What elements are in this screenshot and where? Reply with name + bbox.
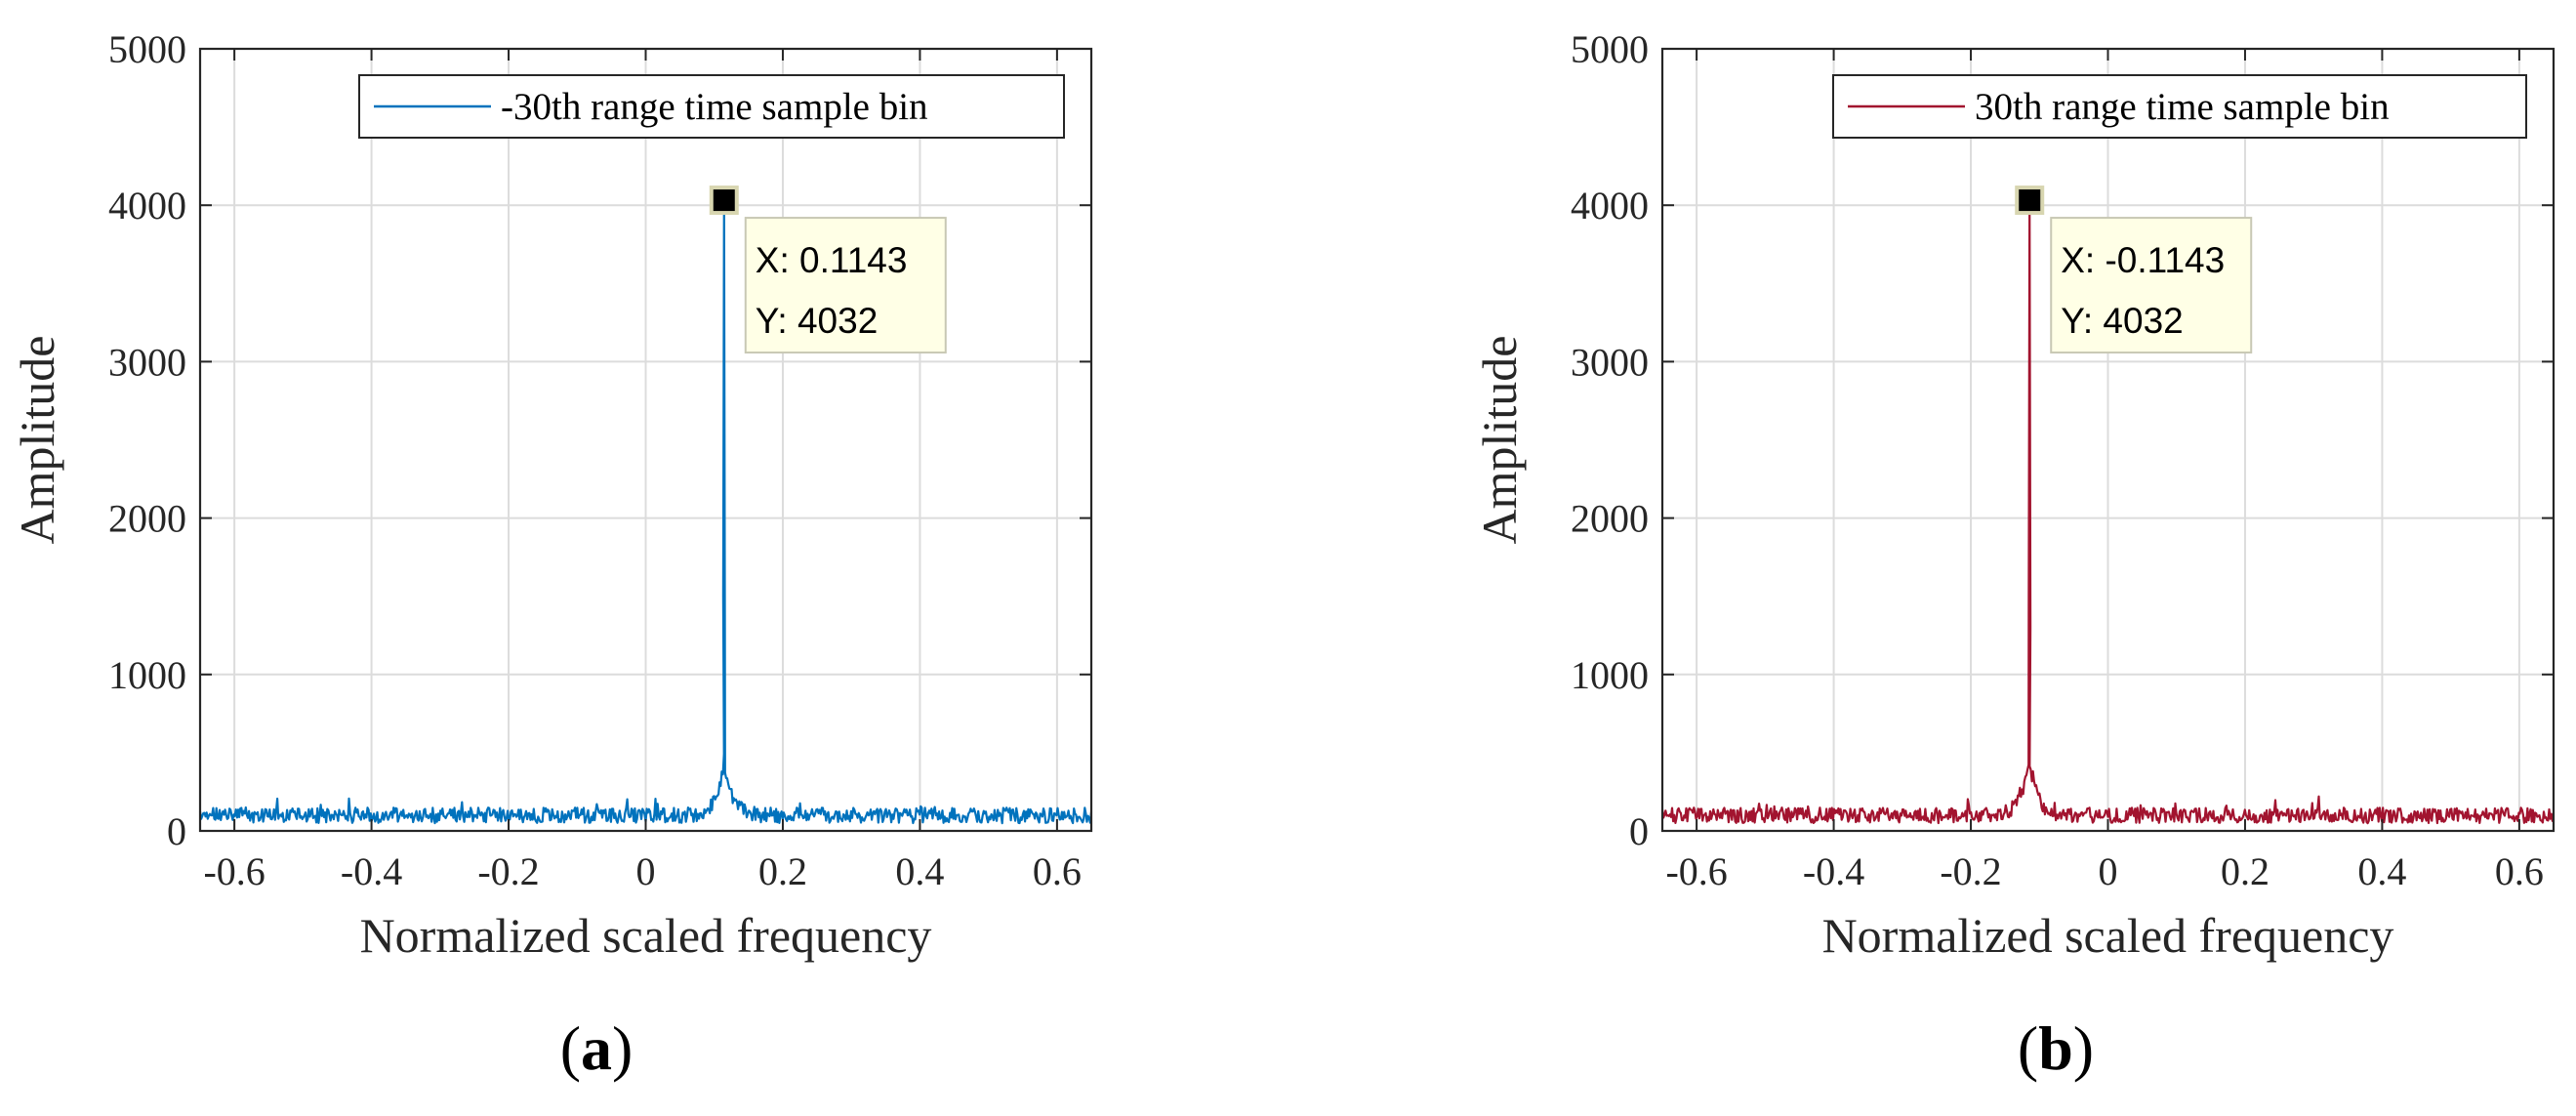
y-tick-label-a-4: 4000 <box>108 184 186 227</box>
legend-label-a: -30th range time sample bin <box>501 86 928 128</box>
datatip-y-a: Y: 4032 <box>756 301 879 341</box>
series-line-b <box>1660 199 2556 825</box>
y-tick-label-a-5: 5000 <box>108 27 186 71</box>
x-tick-label-a-0: -0.6 <box>203 849 265 893</box>
datatip-x-a: X: 0.1143 <box>756 240 908 280</box>
caption-b-letter: b <box>2038 1013 2073 1083</box>
legend-label-b: 30th range time sample bin <box>1975 86 2390 128</box>
legend-a: -30th range time sample bin <box>358 74 1065 139</box>
y-tick-label-b-5: 5000 <box>1571 27 1649 71</box>
datatip-a: X: 0.1143 Y: 4032 <box>709 186 947 354</box>
x-tick-label-b-1: -0.4 <box>1803 849 1864 893</box>
datatip-box-b <box>2050 217 2253 354</box>
ticks-a: -0.6 -0.4 -0.2 0 0.2 0.4 0.6 0 1000 2000 3000 4000 5… <box>108 27 1091 893</box>
caption-a-open: ( <box>560 1013 581 1083</box>
y-tick-label-a-0: 0 <box>167 809 186 853</box>
x-tick-label-a-3: 0 <box>636 849 656 893</box>
y-axis-label-a: Amplitude <box>10 336 64 545</box>
x-axis-label-b: Normalized scaled frequency <box>1822 908 2394 963</box>
caption-b: (b) <box>2018 1013 2094 1083</box>
y-tick-label-b-2: 2000 <box>1571 497 1649 541</box>
y-tick-label-b-3: 3000 <box>1571 340 1649 384</box>
panel-a: -0.6 -0.4 -0.2 0 0.2 0.4 0.6 0 1000 2000 3000 4000 5… <box>10 27 1093 1083</box>
datatip-x-b: X: -0.1143 <box>2061 240 2225 280</box>
x-tick-label-b-2: -0.2 <box>1940 849 2001 893</box>
caption-a: (a) <box>560 1013 634 1083</box>
x-tick-label-a-6: 0.6 <box>1033 849 1082 893</box>
x-tick-label-b-5: 0.4 <box>2357 849 2406 893</box>
x-tick-label-b-0: -0.6 <box>1665 849 1727 893</box>
x-axis-label-a: Normalized scaled frequency <box>360 908 932 963</box>
series-line-a <box>198 199 1093 825</box>
y-tick-label-b-0: 0 <box>1629 809 1649 853</box>
legend-b: 30th range time sample bin <box>1832 74 2527 139</box>
caption-b-open: ( <box>2018 1013 2038 1083</box>
x-tick-label-b-4: 0.2 <box>2221 849 2269 893</box>
datatip-marker-b <box>2015 186 2045 216</box>
x-tick-label-b-3: 0 <box>2099 849 2118 893</box>
panel-b: -0.6 -0.4 -0.2 0 0.2 0.4 0.6 0 1000 2000 3000 4000 5… <box>1472 27 2556 1083</box>
y-tick-label-b-1: 1000 <box>1571 653 1649 697</box>
y-tick-label-a-3: 3000 <box>108 340 186 384</box>
datatip-y-b: Y: 4032 <box>2061 301 2184 341</box>
datatip-marker-a <box>709 186 739 216</box>
caption-a-letter: a <box>581 1013 612 1083</box>
x-tick-label-a-2: -0.2 <box>477 849 539 893</box>
y-tick-label-b-4: 4000 <box>1571 184 1649 227</box>
x-tick-label-a-1: -0.4 <box>341 849 402 893</box>
x-tick-label-a-5: 0.4 <box>895 849 944 893</box>
datatip-b: X: -0.1143 Y: 4032 <box>2015 186 2253 354</box>
y-axis-label-b: Amplitude <box>1472 336 1527 545</box>
grid-b <box>1662 48 2554 832</box>
caption-a-close: ) <box>612 1013 633 1083</box>
y-tick-label-a-1: 1000 <box>108 653 186 697</box>
y-tick-label-a-2: 2000 <box>108 497 186 541</box>
grid-a <box>200 48 1091 832</box>
caption-b-close: ) <box>2073 1013 2094 1083</box>
x-tick-label-b-6: 0.6 <box>2495 849 2544 893</box>
datatip-box-a <box>744 217 947 354</box>
x-tick-label-a-4: 0.2 <box>758 849 807 893</box>
ticks-b: -0.6 -0.4 -0.2 0 0.2 0.4 0.6 0 1000 2000 3000 4000 5… <box>1571 27 2554 893</box>
